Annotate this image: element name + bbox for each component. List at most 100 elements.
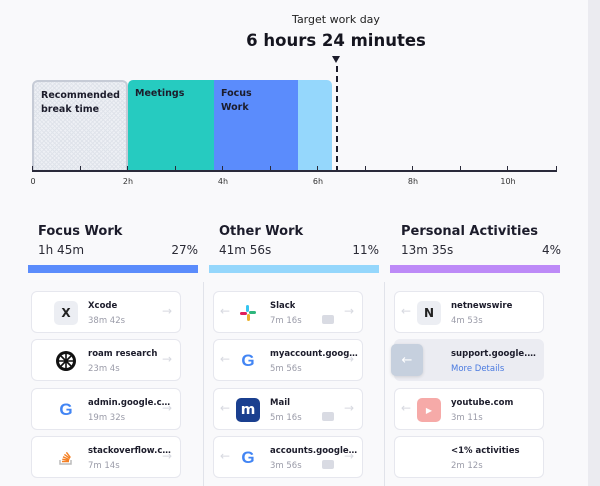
timeline-segment-other[interactable]	[298, 80, 332, 170]
move-right-icon[interactable]: →	[343, 401, 354, 415]
more-details-link[interactable]: More Details	[451, 364, 505, 374]
roam-icon	[54, 349, 78, 373]
comment-icon[interactable]	[322, 457, 337, 469]
axis-tick	[80, 166, 81, 172]
axis-tick	[460, 166, 461, 172]
timeline-axis	[32, 170, 557, 172]
move-left-button[interactable]: ←	[391, 344, 423, 376]
activity-time: 3m 56s	[270, 461, 302, 471]
activity-time: 3m 11s	[451, 413, 483, 423]
category-percent: 27%	[171, 243, 198, 257]
tick-label: 2h	[122, 177, 134, 186]
tick-label: 10h	[500, 177, 516, 186]
comment-icon[interactable]	[322, 409, 337, 421]
target-line	[336, 66, 338, 172]
xcode-icon: X	[54, 301, 78, 325]
category-focus-work: Focus Work 1h 45m 27%	[38, 224, 198, 257]
activity-name: <1% activities	[451, 446, 520, 456]
activity-card[interactable]: ← G accounts.google.com 3m 56s →	[213, 436, 363, 478]
stackoverflow-icon	[54, 446, 78, 470]
activity-time: 7m 14s	[88, 461, 120, 471]
axis-tick	[127, 166, 128, 172]
tick-label: 8h	[407, 177, 419, 186]
move-left-icon[interactable]: ←	[220, 304, 231, 318]
move-right-icon[interactable]: →	[343, 304, 354, 318]
category-personal: Personal Activities 13m 35s 4%	[401, 224, 561, 257]
timeline-segment-meetings[interactable]: Meetings	[128, 80, 214, 170]
move-left-icon[interactable]: ←	[401, 304, 412, 318]
axis-tick	[32, 166, 33, 172]
comment-icon[interactable]	[322, 312, 337, 324]
activity-card[interactable]: X Xcode 38m 42s →	[31, 291, 181, 333]
activity-card[interactable]: ← Slack 7m 16s →	[213, 291, 363, 333]
activity-time: 5m 16s	[270, 413, 302, 423]
activity-time: 5m 56s	[270, 364, 302, 374]
move-left-icon[interactable]: ←	[401, 401, 412, 415]
activity-name: support.google.com	[451, 349, 539, 359]
activity-card[interactable]: G admin.google.com 19m 32s →	[31, 388, 181, 430]
activity-card[interactable]: <1% activities 2m 12s	[394, 436, 544, 478]
activity-card[interactable]: roam research 23m 4s →	[31, 339, 181, 381]
category-title: Personal Activities	[401, 224, 539, 239]
netnewswire-icon: N	[417, 301, 441, 325]
category-duration: 41m 56s	[219, 243, 272, 257]
youtube-icon: ▶	[417, 398, 441, 422]
category-percent: 11%	[352, 243, 379, 257]
axis-tick	[507, 166, 508, 172]
activity-time: 4m 53s	[451, 316, 483, 326]
google-icon: G	[54, 398, 78, 422]
activity-card[interactable]: ← N netnewswire 4m 53s	[394, 291, 544, 333]
target-value: 6 hours 24 minutes	[246, 31, 426, 50]
move-left-icon[interactable]: ←	[220, 449, 231, 463]
axis-tick	[556, 166, 557, 172]
column-divider	[203, 282, 204, 486]
slack-icon	[236, 301, 260, 325]
timeline-segment-break[interactable]: Recommended break time	[32, 80, 128, 170]
axis-tick	[365, 166, 366, 172]
activity-time: 38m 42s	[88, 316, 126, 326]
activity-name: Slack	[270, 301, 296, 311]
axis-tick	[412, 166, 413, 172]
mail-icon: m	[236, 398, 260, 422]
activity-time: 19m 32s	[88, 413, 126, 423]
category-duration: 13m 35s	[401, 243, 454, 257]
move-left-icon[interactable]: ←	[220, 401, 231, 415]
activity-card[interactable]: ← ▶ youtube.com 3m 11s	[394, 388, 544, 430]
activity-name: Mail	[270, 398, 291, 408]
move-right-icon[interactable]: →	[343, 449, 354, 463]
move-right-icon[interactable]: →	[161, 352, 172, 366]
scrollbar[interactable]	[588, 0, 600, 486]
target-label: Target work day	[292, 13, 380, 26]
category-bar-focus	[28, 265, 198, 273]
move-right-icon[interactable]: →	[343, 352, 354, 366]
axis-tick	[222, 166, 223, 172]
move-right-icon[interactable]: →	[161, 401, 172, 415]
activity-card[interactable]: ← m Mail 5m 16s →	[213, 388, 363, 430]
focus-segment-label: Focus Work	[221, 88, 252, 113]
activity-time: 2m 12s	[451, 461, 483, 471]
move-right-icon[interactable]: →	[161, 304, 172, 318]
column-divider	[384, 282, 385, 486]
move-right-icon[interactable]: →	[161, 449, 172, 463]
google-icon: G	[236, 349, 260, 373]
tick-label: 0	[30, 177, 36, 186]
google-icon: G	[236, 446, 260, 470]
activity-name: Xcode	[88, 301, 118, 311]
axis-tick	[175, 166, 176, 172]
activity-card[interactable]: stackoverflow.com 7m 14s →	[31, 436, 181, 478]
category-bar-other	[209, 265, 379, 273]
category-duration: 1h 45m	[38, 243, 85, 257]
move-left-icon[interactable]: ←	[220, 352, 231, 366]
activity-card-hovered[interactable]: ← support.google.com More Details	[391, 339, 544, 381]
activity-card[interactable]: ← G myaccount.google.c... 5m 56s →	[213, 339, 363, 381]
axis-tick	[270, 166, 271, 172]
axis-tick	[317, 166, 318, 172]
activity-time: 23m 4s	[88, 364, 120, 374]
category-other-work: Other Work 41m 56s 11%	[219, 224, 379, 257]
category-percent: 4%	[541, 243, 561, 257]
category-bar-personal	[390, 265, 560, 273]
timeline-segment-focus[interactable]: Focus Work	[214, 80, 298, 170]
activity-name: roam research	[88, 349, 158, 359]
category-title: Focus Work	[38, 224, 123, 239]
activity-name: youtube.com	[451, 398, 514, 408]
